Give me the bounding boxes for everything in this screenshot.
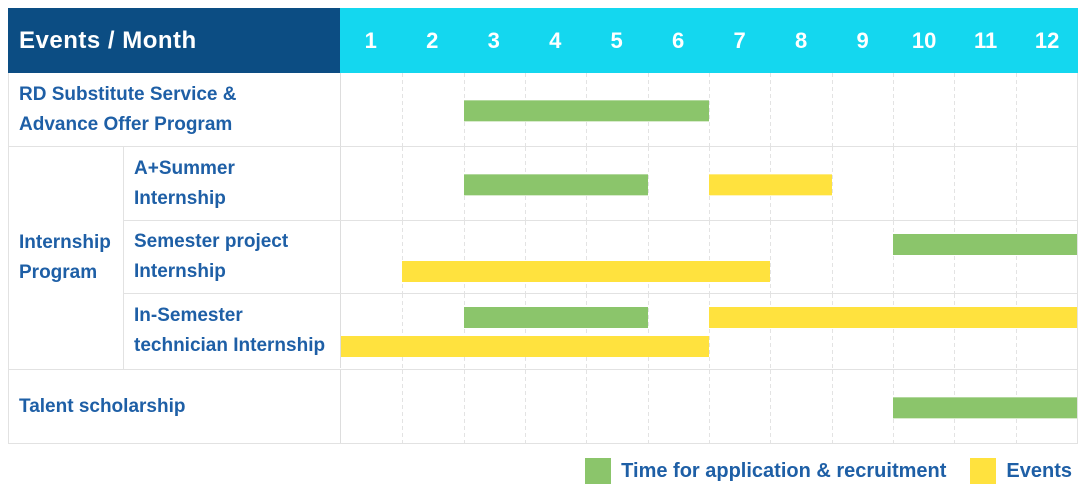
events-bar-month1-to-6 — [341, 336, 709, 357]
row-label-a-plus-summer: A+Summer Internship — [134, 157, 235, 209]
month-gridline — [402, 73, 404, 146]
month-header-strip: 1 2 3 4 5 6 7 8 9 10 11 12 — [340, 8, 1078, 73]
legend-label-events: Events — [1006, 459, 1072, 482]
month-header-12: 12 — [1034, 27, 1060, 53]
month-gridline — [586, 294, 588, 368]
month-gridline — [770, 73, 772, 146]
schedule-table: Events / Month 1 2 3 4 5 6 7 8 9 10 11 12 RD Substi… — [8, 8, 1078, 444]
row-label-semester-project: Semester project Internship — [134, 231, 289, 282]
legend-item-events: Events — [970, 458, 1072, 484]
month-gridline — [831, 147, 833, 220]
month-gridline — [463, 294, 465, 368]
month-gridline — [586, 221, 588, 293]
month-gridline — [831, 294, 833, 368]
month-gridline — [525, 221, 526, 293]
legend-swatch-application — [585, 458, 612, 484]
month-header-1: 1 — [364, 27, 377, 53]
row-label-in-semester-technician: In-Semester technician Internship — [134, 305, 326, 356]
month-gridline — [402, 294, 404, 368]
month-gridline — [709, 221, 710, 293]
month-gridline — [770, 294, 772, 368]
timeline-cell — [340, 221, 1077, 293]
legend-label-application: Time for application & recruitment — [621, 459, 947, 482]
month-gridline — [463, 221, 465, 293]
timeline-cell — [340, 294, 1077, 368]
events-bar-month7-to-12 — [709, 307, 1077, 328]
month-header-3: 3 — [487, 27, 500, 53]
table-header-row: Events / Month 1 2 3 4 5 6 7 8 9 10 11 12 — [8, 8, 1078, 73]
month-gridline — [1015, 294, 1017, 368]
row-group-internship-program: Internship Program A+Summer Internship Sem… — [9, 147, 1077, 370]
month-gridline — [709, 73, 710, 146]
month-header-9: 9 — [856, 27, 869, 53]
row-semester-project: Semester project Internship — [124, 220, 1077, 293]
month-gridline — [770, 370, 772, 443]
legend-swatch-events — [970, 458, 997, 484]
month-header-11: 11 — [973, 27, 998, 53]
month-header-4: 4 — [549, 27, 562, 53]
row-rd-substitute: RD Substitute Service & Advance Offer Pr… — [9, 73, 1077, 147]
month-gridline — [709, 370, 710, 443]
month-gridline — [893, 221, 894, 293]
row-a-plus-summer: A+Summer Internship — [124, 147, 1077, 220]
month-gridline — [954, 294, 956, 368]
row-label-talent-scholarship: Talent scholarship — [19, 395, 186, 417]
row-in-semester-technician: In-Semester technician Internship — [124, 293, 1077, 368]
month-gridline — [647, 221, 649, 293]
month-gridline — [831, 73, 833, 146]
month-gridline — [831, 221, 833, 293]
events-bar-month2-to-7 — [402, 261, 771, 282]
row-talent-scholarship: Talent scholarship — [9, 370, 1077, 443]
month-gridline — [831, 370, 833, 443]
month-gridline — [1015, 221, 1017, 293]
month-gridline — [402, 370, 404, 443]
row-label-rd-substitute: RD Substitute Service & Advance Offer Pr… — [19, 83, 237, 135]
month-gridline — [647, 294, 649, 368]
month-gridline — [954, 73, 956, 146]
month-gridline — [402, 147, 404, 220]
month-header-5: 5 — [610, 27, 623, 53]
month-gridline — [525, 370, 526, 443]
month-gridline — [402, 221, 404, 293]
table-body: RD Substitute Service & Advance Offer Pr… — [8, 73, 1078, 444]
month-header-2: 2 — [426, 27, 439, 53]
timeline-cell — [340, 370, 1077, 443]
month-gridline — [770, 221, 772, 293]
month-gridline — [586, 370, 588, 443]
month-gridline — [1015, 73, 1017, 146]
month-gridline — [709, 294, 710, 368]
legend-item-application: Time for application & recruitment — [585, 458, 946, 484]
application-bar-month10-to-12 — [893, 234, 1077, 255]
month-header-7: 7 — [733, 27, 746, 53]
group-label-internship-program: Internship Program — [9, 147, 124, 369]
month-gridline — [525, 294, 526, 368]
events-month-header-cell: Events / Month — [8, 8, 340, 73]
month-header-10: 10 — [911, 27, 937, 53]
application-bar-month10-to-12 — [893, 396, 1077, 418]
internship-sub-rows: A+Summer Internship Semester project Inte… — [124, 147, 1077, 369]
events-bar-month7-to-8 — [709, 173, 832, 195]
month-gridline — [647, 147, 649, 220]
month-header-8: 8 — [795, 27, 808, 53]
month-gridline — [1015, 147, 1017, 220]
month-gridline — [893, 73, 894, 146]
month-gridline — [893, 294, 894, 368]
application-bar-month3-to-5 — [463, 307, 648, 328]
legend: Time for application & recruitment Events — [8, 458, 1078, 484]
timeline-cell — [340, 147, 1077, 220]
month-gridline — [647, 370, 649, 443]
month-gridline — [893, 147, 894, 220]
month-gridline — [954, 147, 956, 220]
month-gridline — [463, 370, 465, 443]
application-bar-month3-to-6 — [463, 99, 709, 121]
month-gridline — [954, 221, 956, 293]
application-bar-month3-to-5 — [463, 173, 648, 195]
month-header-6: 6 — [672, 27, 685, 53]
timeline-cell — [340, 73, 1077, 146]
